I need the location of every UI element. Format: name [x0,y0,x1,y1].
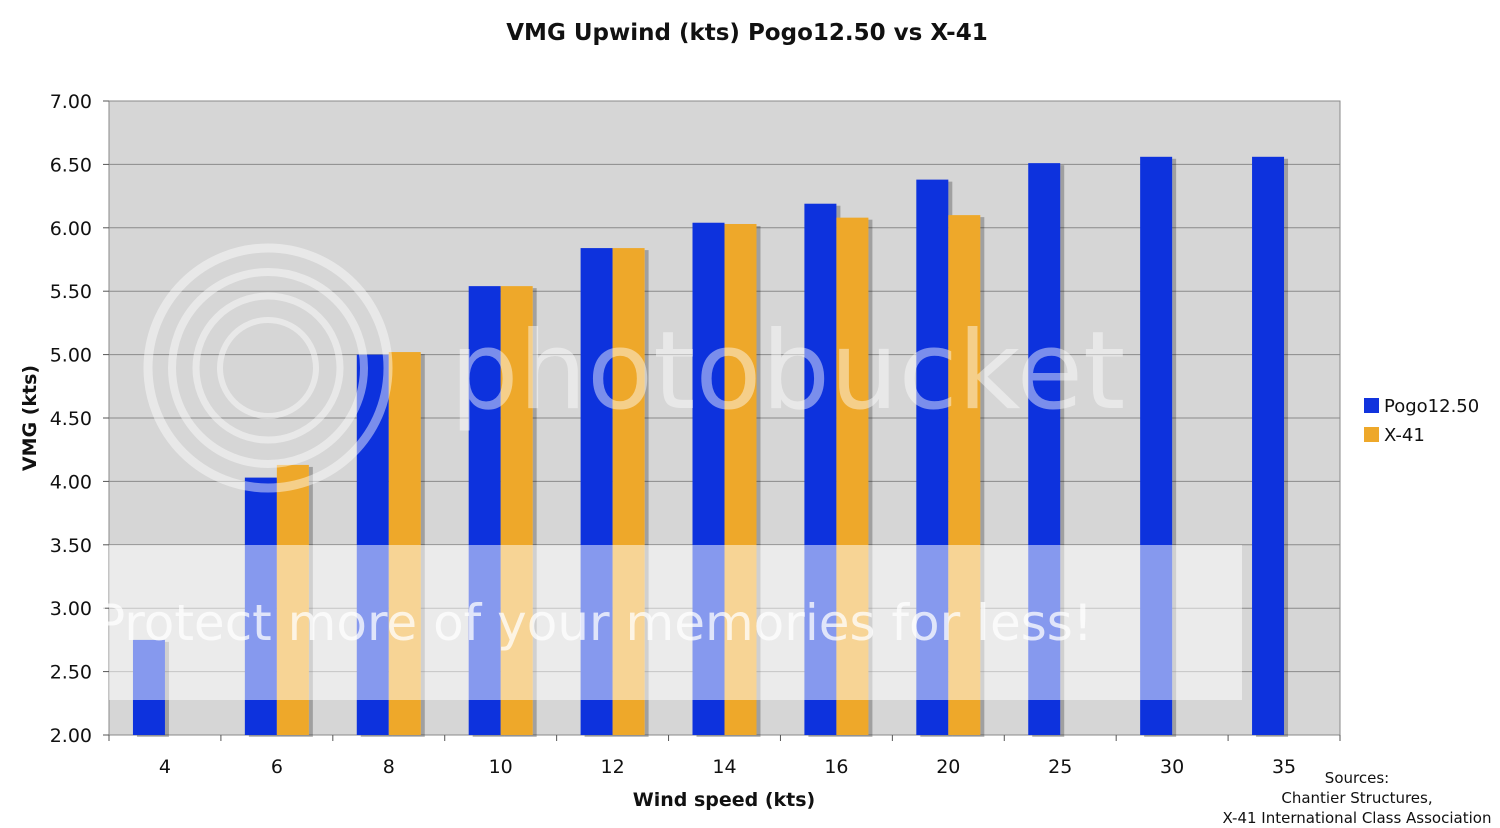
x-axis-ticks: 4 6 8 10 12 14 16 20 25 30 35 [108,735,1341,778]
legend: Pogo12.50 X-41 [1364,396,1479,446]
y-tick-label: 6.00 [50,218,92,240]
y-axis-ticks: 2.00 2.50 3.00 3.50 4.00 4.50 5.00 5.50 6.00 6.50… [50,91,109,747]
x-tick-label: 4 [159,756,171,778]
watermark: photobucket [143,243,1125,493]
x-tick-label: 10 [489,756,513,778]
y-tick-label: 5.50 [50,281,92,303]
y-axis-title: VMG (kts) [19,365,41,471]
source-line: Chantier Structures, [1281,789,1432,807]
x-tick-label: 12 [600,756,624,778]
x-tick-label: 8 [383,756,395,778]
legend-swatch [1364,398,1379,413]
y-tick-label: 3.50 [50,535,92,557]
legend-label: Pogo12.50 [1384,396,1479,417]
x-tick-label: 20 [936,756,960,778]
x-tick-label: 25 [1048,756,1072,778]
y-tick-label: 2.00 [50,725,92,747]
y-tick-label: 7.00 [50,91,92,113]
x-tick-label: 14 [712,756,736,778]
x-tick-label: 16 [824,756,848,778]
watermark-banner-text: Protect more of your memories for less! [95,594,1093,652]
y-tick-label: 4.00 [50,471,92,493]
y-tick-label: 2.50 [50,662,92,684]
y-tick-label: 6.50 [50,154,92,176]
source-line: X-41 International Class Association [1223,809,1492,827]
bar-pogo12-50-35 [1252,156,1285,736]
y-tick-label: 4.50 [50,408,92,430]
x-tick-label: 30 [1160,756,1184,778]
x-axis-title: Wind speed (kts) [633,789,816,811]
y-tick-label: 3.00 [50,598,92,620]
watermark-rings [143,243,393,493]
source-label: Sources: [1325,769,1389,787]
watermark-logo: photobucket [450,309,1125,434]
x-tick-label: 35 [1272,756,1296,778]
legend-label: X-41 [1384,425,1425,446]
source-note: Sources: Chantier Structures, X-41 Interna… [1223,769,1492,827]
chart-title: VMG Upwind (kts) Pogo12.50 vs X-41 [506,20,987,46]
x-tick-label: 6 [271,756,283,778]
y-tick-label: 5.00 [50,345,92,367]
watermark-banner [109,545,1242,700]
legend-swatch [1364,427,1379,442]
